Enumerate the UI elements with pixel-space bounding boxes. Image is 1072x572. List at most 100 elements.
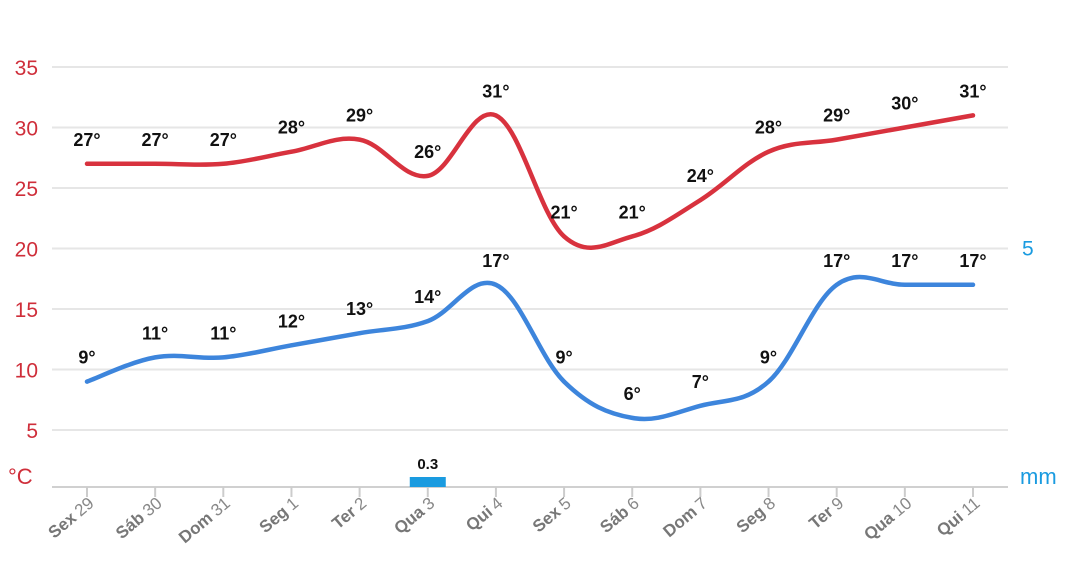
- data-point: [630, 415, 635, 420]
- data-label: 11°: [210, 323, 236, 343]
- data-point: [221, 161, 226, 166]
- data-point: [289, 343, 294, 348]
- data-point: [834, 137, 839, 142]
- x-tick-text: Sáb30: [112, 494, 166, 543]
- x-tick-day: Qui: [462, 502, 496, 535]
- y-tick-label: 5: [26, 420, 38, 443]
- data-point: [902, 282, 907, 287]
- x-tick-date: 10: [889, 494, 916, 521]
- y2-tick-label: 5: [1022, 238, 1034, 261]
- data-point: [153, 161, 158, 166]
- x-tick-day: Qua: [860, 508, 898, 544]
- x-tick-label: Qua3: [390, 494, 438, 538]
- data-label: 17°: [482, 251, 509, 271]
- data-point: [902, 125, 907, 130]
- data-label: 9°: [760, 348, 777, 368]
- x-tick-label: Qua10: [860, 494, 915, 545]
- x-tick-text: Qui11: [933, 494, 984, 541]
- x-tick-date: 31: [207, 494, 234, 521]
- x-tick-day: Seg: [256, 502, 292, 537]
- data-label: 24°: [687, 166, 714, 186]
- data-point: [562, 234, 567, 239]
- data-point: [493, 113, 498, 118]
- x-tick-day: Sáb: [112, 508, 148, 543]
- x-tick-label: Ter9: [805, 494, 847, 533]
- x-tick-text: Seg8: [733, 494, 779, 537]
- x-tick-text: Seg1: [256, 494, 302, 537]
- x-tick-label: Sex5: [529, 494, 575, 537]
- gridlines: [52, 66, 1008, 488]
- x-tick-day: Sáb: [596, 502, 632, 537]
- data-point: [698, 198, 703, 203]
- data-label: 28°: [278, 118, 305, 138]
- x-tick-day: Qua: [390, 502, 428, 538]
- y2-axis: mm 5: [1020, 238, 1057, 490]
- precipitation-bar: [409, 477, 446, 487]
- x-tick-text: Ter2: [328, 494, 370, 533]
- x-tick-day: Dom: [659, 502, 700, 541]
- y-tick-label: 25: [15, 178, 38, 201]
- data-label: 17°: [891, 251, 918, 271]
- data-point: [630, 234, 635, 239]
- data-label: 9°: [78, 348, 95, 368]
- y-tick-label: 30: [15, 118, 38, 141]
- x-tick-text: Dom7: [659, 494, 710, 541]
- x-tick-label: Sex29: [45, 494, 98, 543]
- data-point: [493, 282, 498, 287]
- data-point: [153, 355, 158, 360]
- data-point: [766, 149, 771, 154]
- data-label: 29°: [346, 106, 373, 126]
- data-label: 21°: [619, 202, 646, 222]
- data-label: 7°: [692, 372, 709, 392]
- y-tick-label: 20: [15, 239, 38, 262]
- data-label: 31°: [482, 81, 509, 101]
- data-point: [289, 149, 294, 154]
- data-label: 27°: [142, 130, 169, 150]
- data-label: 17°: [823, 251, 850, 271]
- x-tick-text: Qua10: [860, 494, 915, 545]
- y2-unit-label: mm: [1020, 464, 1057, 489]
- data-label: 9°: [555, 348, 572, 368]
- x-tick-day: Sex: [529, 502, 565, 536]
- data-point: [971, 282, 975, 287]
- x-tick-text: Dom31: [175, 494, 234, 548]
- data-point: [971, 113, 975, 118]
- x-tick-day: Qui: [933, 507, 967, 540]
- x-tick-label: Dom7: [659, 494, 710, 541]
- data-point: [85, 379, 89, 384]
- x-tick-label: Seg1: [256, 494, 302, 537]
- x-tick-day: Sex: [45, 508, 81, 542]
- data-point: [562, 379, 567, 384]
- x-tick-day: Dom: [175, 508, 216, 547]
- data-label: 30°: [891, 94, 918, 114]
- y-axis: 35 30 25 20 15 10 5 °C: [8, 57, 38, 489]
- data-label: 11°: [142, 323, 168, 343]
- data-labels: 27° 27° 27° 28° 29° 26° 31° 21° 21° 24° 28° 29° 30° 3…: [73, 81, 986, 404]
- x-tick-date: 11: [958, 494, 984, 520]
- data-point: [357, 137, 362, 142]
- y-tick-label: 10: [15, 360, 38, 383]
- x-tick-date: 29: [71, 494, 98, 521]
- data-label: 27°: [210, 130, 237, 150]
- x-tick-label: Qui11: [933, 494, 984, 541]
- x-tick-label: Seg8: [733, 494, 779, 537]
- x-tick-label: Sáb30: [112, 494, 166, 543]
- y-tick-label: 15: [15, 299, 38, 322]
- data-label: 29°: [823, 106, 850, 126]
- data-label: 6°: [624, 384, 641, 404]
- data-label: 31°: [959, 81, 986, 101]
- y-unit-label: °C: [8, 464, 33, 489]
- data-label: 28°: [755, 118, 782, 138]
- x-tick-label: Sáb6: [596, 494, 642, 537]
- x-tick-text: Sáb6: [596, 494, 642, 537]
- data-point: [425, 319, 430, 324]
- x-tick-text: Qui4: [462, 494, 506, 535]
- series-lines: [84, 112, 976, 422]
- data-label: 21°: [550, 202, 577, 222]
- data-label: 13°: [346, 299, 373, 319]
- x-tick-label: Qui4: [462, 494, 506, 535]
- data-label: 17°: [959, 251, 986, 271]
- data-point: [425, 173, 430, 178]
